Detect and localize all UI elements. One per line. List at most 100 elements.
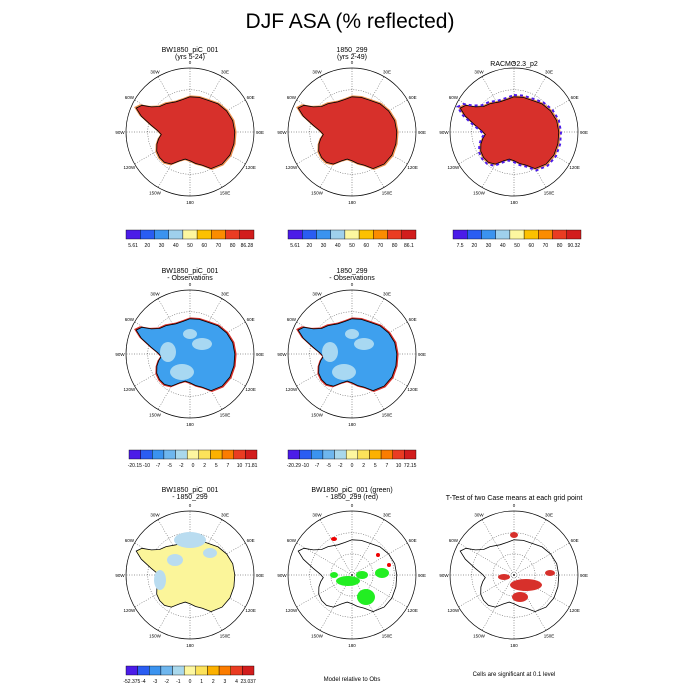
polar-map-3: 0 30E 60E 90E 120E 150E 180 150W 120W 90W 60W 30W bbox=[439, 60, 588, 205]
longitude-label: 150W bbox=[311, 413, 324, 418]
longitude-label: 120W bbox=[123, 165, 136, 170]
colorbar-swatch bbox=[404, 449, 417, 460]
longitude-label: 150E bbox=[382, 634, 393, 639]
small-difference-region bbox=[345, 329, 359, 339]
longitude-label: 120E bbox=[245, 387, 256, 392]
colorbar-3: 7.5 20 30 40 50 60 70 80 90.32 bbox=[452, 229, 582, 249]
colorbar-label: 2 bbox=[212, 679, 215, 685]
significant-cells bbox=[357, 589, 375, 605]
colorbar-2: 5.61 20 30 40 50 60 70 80 86.1 bbox=[287, 229, 417, 249]
colorbar-swatch bbox=[287, 449, 300, 460]
longitude-label: 60W bbox=[287, 317, 297, 322]
colorbar-1: 5.61 20 30 40 50 60 70 80 86.28 bbox=[125, 229, 255, 249]
longitude-label: 30W bbox=[474, 69, 484, 74]
colorbar-label: 20 bbox=[472, 243, 478, 249]
longitude-label: 150E bbox=[220, 413, 231, 418]
significant-cells bbox=[510, 579, 542, 591]
longitude-label: 180 bbox=[186, 643, 194, 648]
panel-title-4: BW1850_piC_001 - Observations bbox=[120, 268, 260, 282]
longitude-label: 90W bbox=[115, 573, 125, 578]
panel-title-8: T-Test of two Case means at each grid po… bbox=[430, 495, 598, 502]
longitude-label: 90W bbox=[277, 352, 287, 357]
longitude-label: 120W bbox=[285, 387, 298, 392]
panel-7-title-line-2: - 1850_299 (red) bbox=[325, 494, 379, 501]
colorbar-swatch bbox=[299, 449, 312, 460]
longitude-label: 120W bbox=[447, 608, 460, 613]
longitude-label: 30E bbox=[545, 69, 553, 74]
colorbar-swatch bbox=[128, 449, 141, 460]
meridian-line bbox=[458, 542, 515, 576]
panel-4-title-line-2: - Observations bbox=[167, 275, 213, 282]
significant-cells bbox=[512, 592, 528, 602]
colorbar-swatch bbox=[207, 665, 220, 676]
colorbar-swatch bbox=[330, 229, 346, 240]
longitude-label: 120E bbox=[407, 608, 418, 613]
colorbar-label: 4 bbox=[235, 679, 238, 685]
longitude-label: 90W bbox=[115, 130, 125, 135]
colorbar-label: 40 bbox=[335, 243, 341, 249]
longitude-label: 150W bbox=[149, 191, 162, 196]
longitude-label: 120W bbox=[123, 608, 136, 613]
colorbar-label: 5.61 bbox=[290, 243, 300, 249]
longitude-label: 60E bbox=[571, 538, 579, 543]
longitude-label: 180 bbox=[348, 422, 356, 427]
colorbar-label: 2 bbox=[203, 463, 206, 469]
longitude-label: 150W bbox=[311, 191, 324, 196]
longitude-label: 90W bbox=[439, 130, 449, 135]
longitude-label: 60W bbox=[125, 538, 135, 543]
colorbar-label: -20.15 bbox=[128, 463, 142, 469]
map-boundary bbox=[287, 289, 417, 419]
longitude-label: 120W bbox=[285, 165, 298, 170]
colorbar-label: 71.81 bbox=[245, 463, 258, 469]
colorbar-5: -20.29 -10 -7 -5 -2 0 2 5 7 10 72.15 bbox=[287, 449, 417, 469]
polar-map-1: 0 30E 60E 90E 120E 150E 180 150W 120W 90W 60W 30W bbox=[115, 60, 264, 205]
longitude-label: 150E bbox=[382, 191, 393, 196]
footnote-significance: Cells are significant at 0.1 level bbox=[472, 672, 556, 678]
meridian-line bbox=[351, 542, 408, 576]
colorbar-swatch bbox=[245, 449, 258, 460]
longitude-label: 60W bbox=[287, 95, 297, 100]
colorbar-label: 10 bbox=[396, 463, 402, 469]
polar-map-4: 0 30E 60E 90E 120E 150E 180 150W 120W 90W 60W 30W bbox=[115, 282, 264, 427]
longitude-label: 60E bbox=[571, 95, 579, 100]
panel-2-title-line-1: 1850_299 bbox=[336, 47, 368, 54]
colorbar-label: 50 bbox=[514, 243, 520, 249]
colorbar-label: 20 bbox=[145, 243, 151, 249]
panel-3-title-line-1: RACMO2.3_p2 bbox=[490, 61, 538, 68]
colorbar-swatch bbox=[198, 449, 211, 460]
longitude-label: 120E bbox=[407, 165, 418, 170]
colorbar-6: -52.375 -4 -3 -2 -1 0 1 2 3 4 23.037 bbox=[123, 665, 256, 685]
longitude-label: 90W bbox=[115, 352, 125, 357]
colorbar-label: -52.375 bbox=[123, 679, 140, 685]
colorbar-label: 50 bbox=[349, 243, 355, 249]
map-boundary bbox=[125, 289, 255, 419]
footnote-model-relative: Model relative to Obs bbox=[323, 677, 381, 683]
small-difference-region bbox=[183, 329, 197, 339]
panel-title-7: BW1850_piC_001 (green) - 1850_299 (red) bbox=[282, 487, 422, 501]
colorbar-swatch bbox=[523, 229, 539, 240]
colorbar-swatch bbox=[401, 229, 417, 240]
colorbar-swatch bbox=[152, 449, 165, 460]
longitude-label: 180 bbox=[348, 200, 356, 205]
panel-8-title-line-1: T-Test of two Case means at each grid po… bbox=[445, 495, 583, 502]
panel-5-title-line-2: - Observations bbox=[329, 275, 375, 282]
longitude-label: 60W bbox=[125, 317, 135, 322]
significant-cells bbox=[545, 570, 555, 576]
colorbar-swatch bbox=[452, 229, 468, 240]
colorbar-label: 0 bbox=[351, 463, 354, 469]
colorbar-swatch bbox=[160, 665, 173, 676]
colorbar-label: 50 bbox=[187, 243, 193, 249]
colorbar-label: 70 bbox=[216, 243, 222, 249]
colorbar-label: -10 bbox=[302, 463, 309, 469]
colorbar-swatch bbox=[211, 229, 226, 240]
colorbar-label: 80 bbox=[557, 243, 563, 249]
longitude-label: 0 bbox=[513, 503, 516, 508]
colorbar-swatch bbox=[287, 229, 303, 240]
albedo-field bbox=[135, 96, 236, 170]
longitude-label: 0 bbox=[351, 503, 354, 508]
colorbar-swatch bbox=[373, 229, 388, 240]
longitude-label: 90E bbox=[418, 573, 426, 578]
colorbar-label: 40 bbox=[173, 243, 179, 249]
colorbar-label: 60 bbox=[201, 243, 207, 249]
meridian-line bbox=[319, 519, 353, 576]
